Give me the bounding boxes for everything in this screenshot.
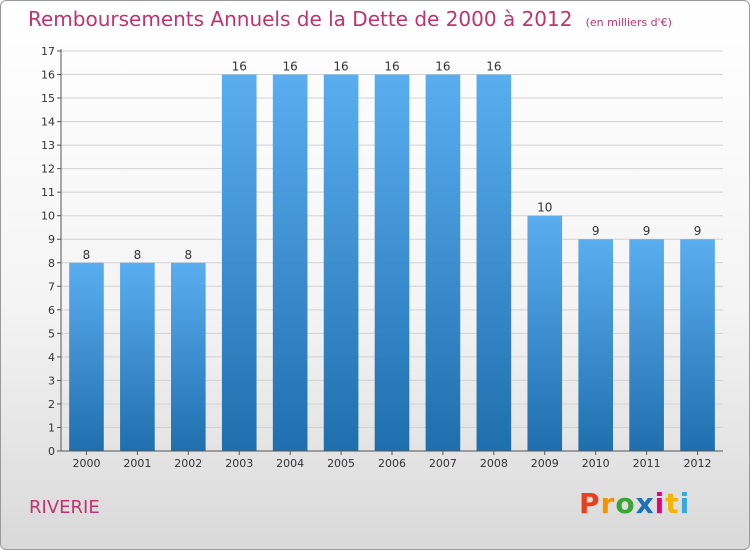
bar-2006[interactable]	[374, 74, 410, 451]
logo-letter: t	[665, 487, 680, 520]
logo-letter: i	[654, 487, 666, 520]
bar-2001[interactable]	[120, 262, 155, 451]
bar-value-label: 8	[184, 248, 192, 262]
logo-letter: o	[615, 487, 636, 520]
bar-value-label: 9	[694, 224, 702, 238]
bar-value-label: 16	[435, 60, 450, 74]
bar-value-label: 16	[333, 60, 348, 74]
bar-2004[interactable]	[272, 74, 308, 451]
x-tick-label: 2012	[684, 457, 712, 470]
y-tick-label: 6	[48, 304, 55, 317]
chart-unit: (en milliers d'€)	[585, 16, 672, 29]
x-tick-label: 2001	[123, 457, 151, 470]
x-tick-label: 2006	[378, 457, 406, 470]
x-tick-label: 2008	[480, 457, 508, 470]
bar-2007[interactable]	[425, 74, 461, 451]
y-tick-label: 5	[48, 327, 55, 340]
y-tick-label: 3	[48, 374, 55, 387]
bar-value-label: 8	[83, 248, 91, 262]
bar-value-label: 16	[232, 60, 247, 74]
logo-letter: x	[635, 487, 655, 520]
bar-value-label: 10	[537, 201, 552, 215]
x-tick-label: 2002	[174, 457, 202, 470]
bar-value-label: 9	[643, 224, 651, 238]
y-tick-label: 4	[48, 351, 55, 364]
y-tick-label: 0	[48, 445, 55, 458]
y-tick-label: 10	[41, 210, 55, 223]
bar-2000[interactable]	[69, 262, 104, 451]
x-tick-label: 2011	[633, 457, 661, 470]
y-tick-label: 1	[48, 421, 55, 434]
proxiti-logo[interactable]: Proxiti	[579, 487, 690, 520]
y-tick-label: 16	[41, 69, 55, 82]
bar-value-label: 16	[384, 60, 399, 74]
bar-2003[interactable]	[221, 74, 257, 451]
commune-name: RIVERIE	[29, 497, 100, 518]
logo-letter: i	[679, 487, 691, 520]
x-tick-label: 2010	[582, 457, 610, 470]
bar-2012[interactable]	[680, 239, 715, 451]
y-tick-label: 12	[41, 163, 55, 176]
y-tick-label: 9	[48, 233, 55, 246]
y-tick-label: 7	[48, 280, 55, 293]
x-tick-label: 2005	[327, 457, 355, 470]
bar-2005[interactable]	[323, 74, 359, 451]
bar-value-label: 9	[592, 224, 600, 238]
bar-value-label: 16	[486, 60, 501, 74]
y-tick-label: 8	[48, 257, 55, 270]
x-tick-label: 2000	[72, 457, 100, 470]
chart-title-group: Remboursements Annuels de la Dette de 20…	[28, 7, 672, 31]
bar-value-label: 8	[134, 248, 142, 262]
x-tick-label: 2007	[429, 457, 457, 470]
bar-2002[interactable]	[170, 262, 206, 451]
x-tick-label: 2003	[225, 457, 253, 470]
y-tick-label: 15	[41, 92, 55, 105]
y-tick-label: 17	[41, 45, 55, 58]
x-tick-label: 2009	[531, 457, 559, 470]
y-tick-label: 13	[41, 139, 55, 152]
logo-letter: P	[579, 487, 601, 520]
y-tick-label: 2	[48, 398, 55, 411]
x-tick-label: 2004	[276, 457, 304, 470]
bar-2011[interactable]	[629, 239, 664, 451]
bar-value-label: 16	[283, 60, 298, 74]
chart-title: Remboursements Annuels de la Dette de 20…	[28, 7, 573, 31]
y-tick-label: 11	[41, 186, 55, 199]
y-tick-label: 14	[41, 116, 55, 129]
logo-letter: r	[600, 487, 616, 520]
bar-2010[interactable]	[578, 239, 614, 451]
bar-2008[interactable]	[476, 74, 512, 451]
bar-2009[interactable]	[527, 215, 563, 451]
